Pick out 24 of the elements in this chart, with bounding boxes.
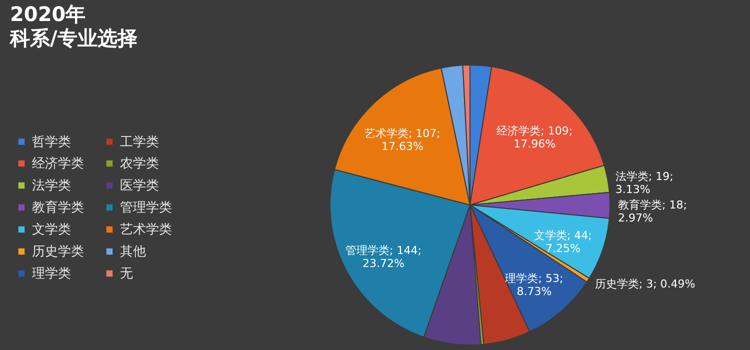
data-label: 教育学类; 18; 2.97%	[618, 198, 687, 224]
chart-title: 2020年	[10, 2, 86, 26]
data-label: 法学类; 19; 3.13%	[615, 170, 674, 196]
legend-label: 无	[120, 266, 133, 282]
data-label: 经济学类; 109; 17.96%	[496, 124, 573, 150]
legend-label: 管理学类	[120, 200, 172, 216]
data-label: 理学类; 53; 8.73%	[505, 272, 564, 298]
legend-label: 法学类	[32, 178, 71, 194]
legend-label: 哲学类	[32, 134, 71, 150]
legend-label: 文学类	[32, 222, 71, 238]
chart-subtitle: 科系/专业选择	[9, 26, 138, 50]
legend-label: 工学类	[120, 134, 159, 150]
data-label: 管理学类; 144; 23.72%	[346, 244, 422, 270]
data-label: 文学类; 44; 7.25%	[534, 229, 592, 256]
legend-label: 医学类	[120, 178, 159, 194]
legend-label: 经济学类	[32, 156, 84, 172]
legend-label: 理学类	[32, 266, 71, 282]
legend-label: 教育学类	[32, 200, 84, 216]
legend-label: 艺术学类	[120, 222, 172, 238]
legend-label: 农学类	[120, 156, 159, 172]
data-label: 艺术学类; 107; 17.63%	[364, 127, 440, 154]
legend-label: 历史学类	[32, 244, 84, 260]
legend-label: 其他	[120, 244, 146, 260]
data-label: 历史学类; 3; 0.49%	[594, 277, 696, 290]
